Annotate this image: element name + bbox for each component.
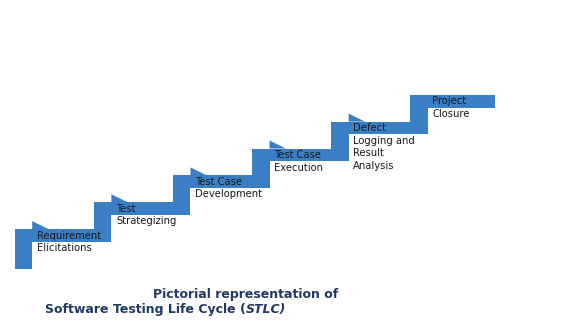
- Text: Test
Strategizing: Test Strategizing: [116, 204, 176, 226]
- Polygon shape: [32, 221, 49, 229]
- Bar: [94, 202, 179, 215]
- Bar: [331, 122, 416, 134]
- Text: Test Case
Execution: Test Case Execution: [274, 150, 323, 173]
- Bar: [94, 202, 111, 242]
- Polygon shape: [111, 194, 128, 202]
- Text: Requirement
Elicitations: Requirement Elicitations: [37, 231, 101, 253]
- Bar: [173, 175, 190, 215]
- Bar: [173, 175, 258, 188]
- Bar: [15, 229, 100, 242]
- Text: Test Case
Development: Test Case Development: [195, 177, 262, 200]
- Bar: [410, 95, 495, 108]
- Text: Software Testing Life Cycle (: Software Testing Life Cycle (: [45, 303, 246, 316]
- Text: STLC): STLC): [246, 303, 287, 316]
- Polygon shape: [270, 140, 286, 149]
- Polygon shape: [349, 114, 365, 122]
- Bar: [252, 149, 270, 188]
- Text: Defect
Logging and
Result
Analysis: Defect Logging and Result Analysis: [353, 123, 415, 170]
- Bar: [15, 229, 32, 269]
- Bar: [252, 149, 337, 161]
- Polygon shape: [190, 167, 207, 175]
- Bar: [331, 122, 349, 161]
- Text: Project
Closure: Project Closure: [432, 96, 470, 119]
- Text: Pictorial representation of: Pictorial representation of: [154, 288, 339, 301]
- Bar: [410, 95, 428, 134]
